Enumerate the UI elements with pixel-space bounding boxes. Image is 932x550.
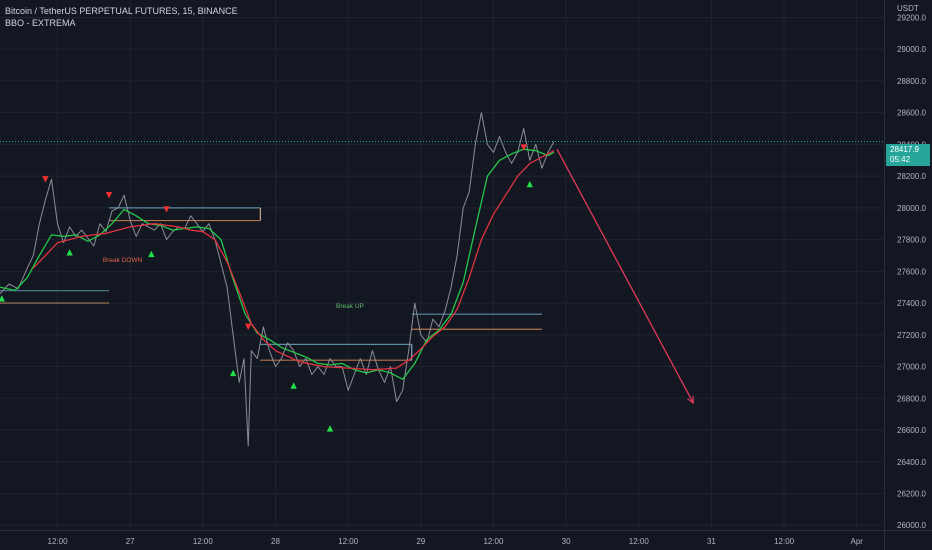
bullish-marker [0,295,6,302]
y-tick-label: 27400.0 [897,299,926,308]
series-projection [556,148,694,404]
bullish-marker [326,425,334,432]
last-price: 28417.9 [890,145,919,154]
bullish-marker [66,249,73,256]
x-tick-label: 31 [707,537,716,546]
zone-break-label: Break DOWN [103,257,143,264]
bearish-marker [163,206,170,213]
y-tick-label: 27800.0 [897,236,926,245]
x-tick-label: 12:00 [483,537,504,546]
chart-legend: Bitcoin / TetherUS PERPETUAL FUTURES, 15… [5,5,238,29]
x-tick-label: Apr [851,537,864,546]
bullish-marker [148,250,155,258]
x-tick-label: 12:00 [629,537,650,546]
bar-countdown: 05:42 [890,155,911,164]
zone-break-label: Break UP [336,303,364,310]
bullish-marker [290,382,297,389]
y-tick-label: 29200.0 [897,13,926,22]
symbol-title[interactable]: Bitcoin / TetherUS PERPETUAL FUTURES, 15… [5,6,238,16]
y-tick-label: 26200.0 [897,490,926,499]
y-tick-label: 29000.0 [897,45,926,54]
series-price [0,112,555,447]
bearish-marker [245,323,252,331]
y-tick-label: 28600.0 [897,109,926,118]
indicator-title[interactable]: BBO - EXTREMA [5,18,76,28]
y-tick-label: 28200.0 [897,172,926,181]
bearish-marker [520,144,527,151]
x-tick-label: 27 [126,537,135,546]
x-tick-label: 12:00 [338,537,359,546]
x-tick-label: 12:00 [48,537,69,546]
y-tick-label: 26600.0 [897,426,926,435]
y-tick-label: 27000.0 [897,363,926,372]
x-tick-label: 29 [416,537,425,546]
x-tick-label: 30 [562,537,571,546]
x-tick-label: 12:00 [193,537,214,546]
y-tick-label: 28800.0 [897,77,926,86]
currency-unit: USDT [897,4,919,13]
x-tick-label: 12:00 [774,537,795,546]
bullish-marker [526,180,533,188]
series-slow-ma [32,150,555,371]
y-tick-label: 28000.0 [897,204,926,213]
x-tick-label: 28 [271,537,280,546]
y-tick-label: 27600.0 [897,267,926,276]
last-price-tag: 28417.9 05:42 [886,144,930,166]
y-tick-label: 26400.0 [897,458,926,467]
y-tick-label: 27200.0 [897,331,926,340]
bearish-marker [42,176,49,183]
series-fast-ma [0,148,555,380]
bearish-marker [105,191,113,199]
projection-arrowhead [687,396,694,405]
y-tick-label: 26000.0 [897,521,926,530]
bullish-marker [229,369,237,377]
y-tick-label: 26800.0 [897,394,926,403]
